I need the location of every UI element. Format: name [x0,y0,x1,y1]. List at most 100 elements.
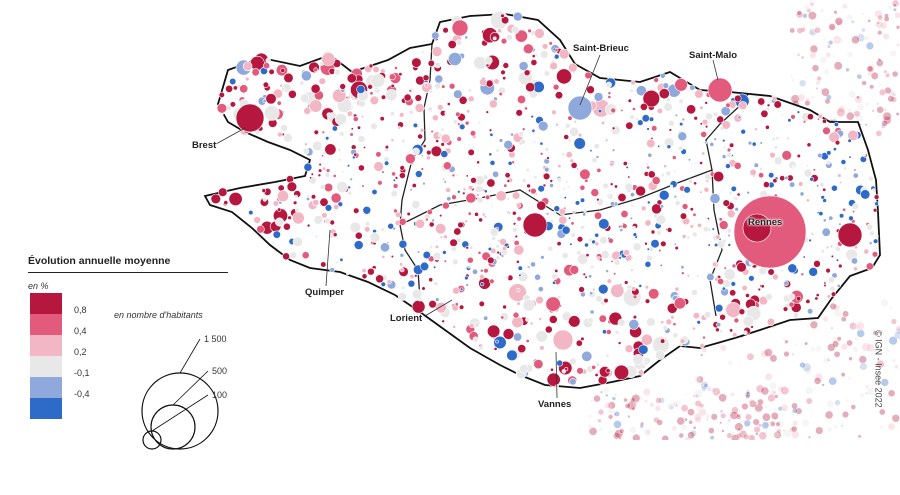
commune-dot [727,210,735,218]
commune-dot [547,157,550,160]
commune-dot [711,413,718,420]
commune-dot [578,133,582,137]
commune-dot [662,435,669,440]
commune-dot [703,336,706,339]
commune-dot [801,56,804,59]
commune-dot [288,216,292,220]
commune-dot [689,420,693,424]
commune-dot [233,86,237,90]
commune-dot [444,260,447,263]
commune-dot [879,89,886,96]
commune-dot [597,168,601,172]
commune-dot [647,201,650,204]
commune-dot [720,413,726,419]
commune-dot [304,143,307,146]
commune-dot [550,368,553,371]
commune-dot [522,128,525,131]
city-label-saint-brieuc: Saint-Brieuc [573,43,629,54]
commune-dot [773,408,777,412]
commune-dot [710,193,720,203]
commune-dot [708,244,710,246]
swatch-class-1 [30,293,62,314]
commune-dot [630,192,634,196]
commune-dot [386,89,398,101]
commune-dot [880,83,883,86]
commune-dot [362,274,367,279]
commune-dot [262,189,266,193]
commune-dot [469,246,473,250]
commune-dot [885,73,890,78]
commune-dot [869,242,872,245]
commune-dot [823,127,831,135]
commune-dot [519,132,524,137]
commune-dot [866,42,874,50]
commune-dot [518,266,523,271]
commune-dot [586,253,589,256]
commune-dot [588,318,593,323]
commune-dot [687,432,694,439]
commune-dot [351,128,353,130]
commune-dot [829,23,836,30]
commune-dot [758,173,763,178]
commune-dot [568,139,571,142]
commune-dot [596,363,600,367]
commune-dot [877,30,882,35]
commune-dot [583,209,587,213]
commune-dot [501,70,506,75]
commune-dot [619,256,622,259]
commune-dot [630,115,635,120]
commune-dot [846,68,850,72]
commune-dot [832,55,835,58]
commune-dot [822,383,825,386]
commune-dot [625,183,633,191]
size-label-large: 1 500 [204,334,227,344]
commune-dot [556,123,559,126]
commune-dot [324,183,333,192]
commune-dot [314,130,319,135]
commune-dot [536,296,544,304]
commune-dot [443,162,451,170]
commune-dot [841,317,846,322]
commune-dot [834,10,838,14]
commune-dot [400,166,405,171]
commune-dot [517,216,522,221]
commune-dot [876,130,882,136]
commune-dot [412,58,422,68]
commune-dot [846,112,854,120]
commune-dot [681,272,684,275]
city-label-rennes: Rennes [748,217,782,228]
commune-dot [791,115,796,120]
commune-dot [879,425,884,430]
commune-dot [893,8,897,12]
commune-dot [306,194,309,197]
commune-dot [786,137,789,140]
commune-dot [761,110,768,117]
commune-dot [873,239,878,244]
commune-dot [858,435,861,438]
commune-dot [433,252,441,260]
commune-dot [446,188,451,193]
commune-dot [429,300,437,308]
commune-dot [726,302,741,317]
commune-dot [230,102,236,108]
commune-dot [254,217,261,224]
commune-dot [615,331,619,335]
commune-dot [393,183,398,188]
commune-dot [423,75,429,81]
commune-dot [322,167,325,170]
commune-dot [789,302,794,307]
commune-dot [781,269,784,272]
commune-dot [513,333,521,341]
commune-dot [595,373,598,376]
commune-dot [384,161,389,166]
commune-dot [682,235,686,239]
commune-dot [824,282,826,284]
commune-dot [639,284,642,287]
commune-dot [693,426,696,429]
commune-dot [489,129,492,132]
commune-dot [435,62,441,68]
commune-dot [348,186,351,189]
commune-dot [533,141,535,143]
commune-dot [293,237,303,247]
commune-dot [806,165,808,167]
